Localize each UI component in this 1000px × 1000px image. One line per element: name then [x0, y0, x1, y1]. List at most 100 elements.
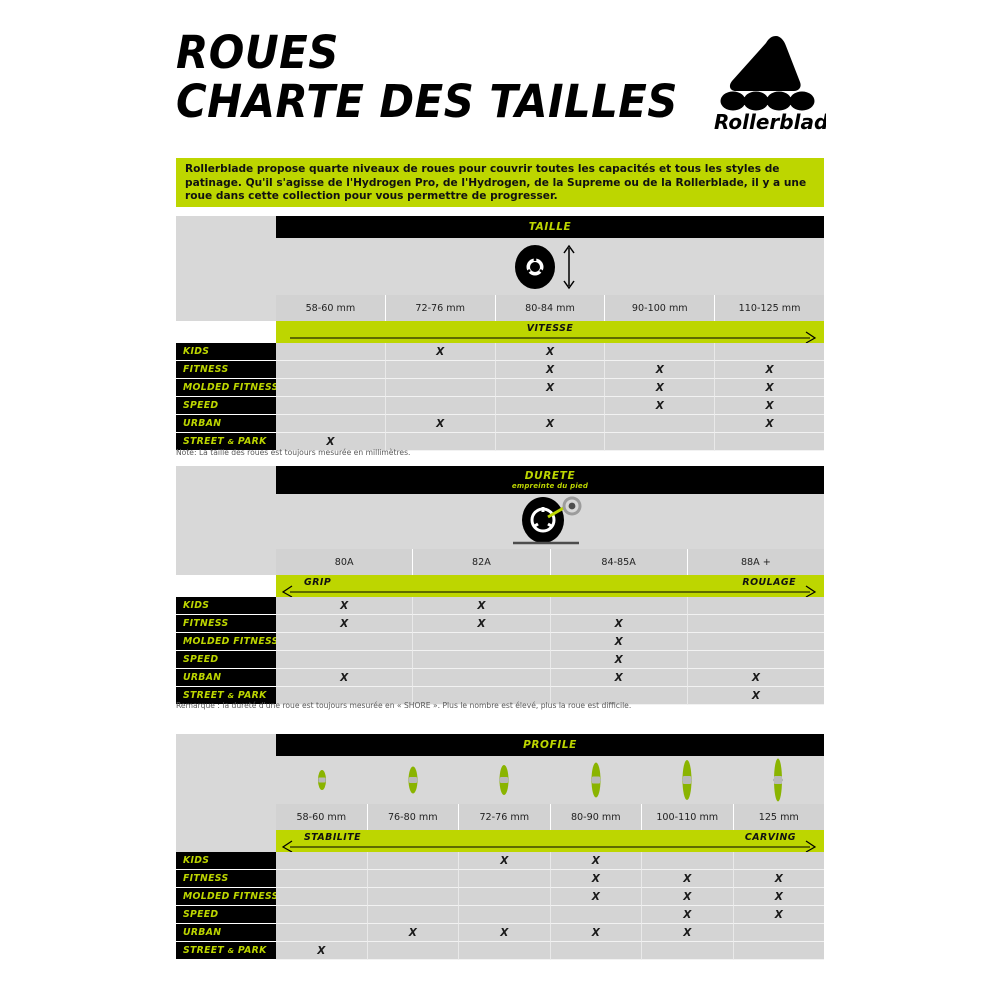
cell-empty: [276, 870, 367, 888]
intro-text: Rollerblade propose quarte niveaux de ro…: [185, 163, 807, 203]
wheel-profile-icons: [276, 756, 824, 804]
cell-empty: [549, 597, 687, 615]
size-col-3: 80-90 mm: [549, 804, 641, 830]
page-title: ROUES CHARTE DES TAILLES: [176, 30, 716, 128]
cell-empty: [686, 597, 824, 615]
cell-empty: [604, 433, 715, 451]
row-label-text: URBAN: [183, 672, 222, 683]
row-label-text: MOLDED FITNESS: [183, 636, 279, 647]
cell-empty: [276, 397, 385, 415]
cell-empty: [458, 870, 550, 888]
size-header-row-profile: 58-60 mm 76-80 mm 72-76 mm 80-90 mm 100-…: [276, 804, 824, 830]
cell-empty: [276, 379, 385, 397]
cell-empty: [686, 615, 824, 633]
cell-empty: [276, 361, 385, 379]
page-header: ROUES CHARTE DES TAILLES Rollerblade.: [176, 30, 849, 150]
head-corner: [176, 734, 276, 852]
row-label-text: KIDS: [183, 855, 210, 866]
cell-marked: X: [412, 615, 550, 633]
cell-marked: X: [549, 852, 641, 870]
cell-marked: X: [732, 906, 824, 924]
cell-marked: X: [412, 597, 550, 615]
table-row: STREET & PARK X: [176, 433, 824, 451]
row-label-speed: SPEED: [176, 651, 276, 669]
cell-marked: X: [732, 888, 824, 906]
cell-marked: X: [714, 361, 824, 379]
band-title-taille: TAILLE: [276, 216, 824, 238]
row-label-text: MOLDED FITNESS: [183, 382, 279, 393]
table-row: SPEED X X: [176, 906, 824, 924]
cell-marked: X: [641, 888, 733, 906]
table-row: FITNESS X X X: [176, 615, 824, 633]
cell-marked: X: [641, 906, 733, 924]
cell-empty: [412, 651, 550, 669]
size-col-2: 80-84 mm: [494, 295, 605, 321]
cell-marked: X: [276, 433, 385, 451]
profile-icon-5: [733, 758, 824, 802]
row-label-molded-fitness: MOLDED FITNESS: [176, 379, 279, 397]
row-label-kids: KIDS: [176, 597, 276, 615]
table-profile: PROFILE: [176, 734, 824, 960]
cell-empty: [549, 687, 687, 705]
cell-marked: X: [549, 870, 641, 888]
cell-marked: X: [494, 379, 605, 397]
size-col-0: 80A: [276, 549, 413, 575]
size-col-2: 84-85A: [549, 549, 687, 575]
row-label-text: MOLDED FITNESS: [183, 891, 279, 902]
row-label-street-park: STREET & PARK: [176, 942, 276, 960]
title-line-charte: CHARTE DES TAILLES: [176, 74, 678, 128]
cell-marked: X: [549, 615, 687, 633]
cell-empty: [366, 942, 458, 960]
wheel-diameter-icon: [276, 238, 824, 295]
row-label-text: KIDS: [183, 600, 210, 611]
row-label-street-park: STREET & PARK: [176, 433, 276, 451]
size-col-3: 88A +: [686, 549, 824, 575]
table-row: URBAN X X X: [176, 669, 824, 687]
cell-marked: X: [549, 924, 641, 942]
table-row: MOLDED FITNESS X: [176, 633, 824, 651]
band-title-profile: PROFILE: [276, 734, 824, 756]
cell-marked: X: [714, 397, 824, 415]
cell-empty: [366, 888, 458, 906]
cell-empty: [494, 397, 605, 415]
cell-empty: [384, 361, 495, 379]
intro-banner: Rollerblade propose quarte niveaux de ro…: [176, 158, 824, 207]
profile-icon-4: [641, 759, 732, 801]
cell-empty: [276, 888, 367, 906]
row-label-urban: URBAN: [176, 415, 276, 433]
cell-empty: [604, 343, 715, 361]
cell-empty: [686, 651, 824, 669]
row-label-kids: KIDS: [176, 343, 276, 361]
size-cells: 58-60 mm 76-80 mm 72-76 mm 80-90 mm 100-…: [276, 804, 824, 830]
cell-empty: [366, 906, 458, 924]
row-label-text: URBAN: [183, 927, 222, 938]
profile-icon-0: [276, 763, 367, 797]
cell-empty: [732, 942, 824, 960]
cell-marked: X: [686, 669, 824, 687]
row-label-molded-fitness: MOLDED FITNESS: [176, 888, 279, 906]
wheel-hardness-gauge-icon: [276, 494, 824, 549]
axis-band-stabilite-carving: STABILITE CARVING: [276, 830, 824, 852]
cell-marked: X: [494, 343, 605, 361]
axis-band-vitesse: VITESSE: [276, 321, 824, 343]
cell-empty: [714, 343, 824, 361]
axis-label-roulage: ROULAGE: [742, 577, 796, 588]
size-col-4: 110-125 mm: [714, 295, 824, 321]
cell-marked: X: [276, 669, 413, 687]
table-row: KIDS X X: [176, 597, 824, 615]
cell-empty: [686, 633, 824, 651]
size-col-4: 100-110 mm: [641, 804, 733, 830]
row-label-text: KIDS: [183, 346, 210, 357]
cell-marked: X: [714, 379, 824, 397]
cell-marked: X: [686, 687, 824, 705]
cell-marked: X: [276, 597, 413, 615]
cell-marked: X: [604, 379, 715, 397]
axis-label-carving: CARVING: [744, 832, 796, 843]
cell-empty: [276, 687, 413, 705]
cell-empty: [412, 687, 550, 705]
